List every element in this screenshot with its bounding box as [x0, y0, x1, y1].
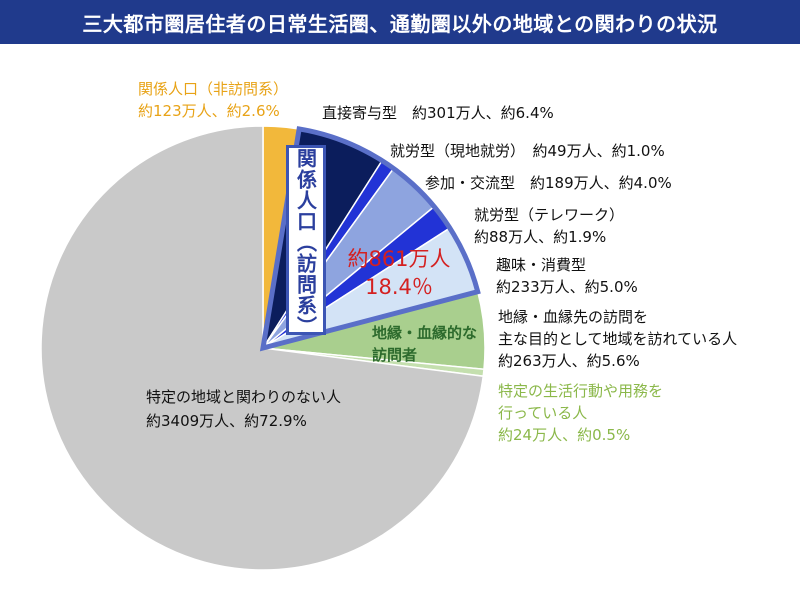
visitor-group-label: 関係人口（訪問系）	[293, 148, 318, 337]
label-kin-3: 約263万人、約5.6%	[498, 352, 640, 370]
visitor-group-label-box: 関係人口（訪問系）	[286, 145, 326, 337]
label-nonvisit-2: 約123万人、約2.6%	[138, 102, 280, 120]
label-hobby-1: 趣味・消費型	[496, 256, 587, 274]
label-kin-2: 主な目的として地域を訪れている人	[498, 330, 738, 348]
label-none-2: 約3409万人、約72.9%	[146, 412, 307, 430]
label-telework-1: 就労型（テレワーク）	[474, 206, 625, 224]
label-none-1: 特定の地域と関わりのない人	[146, 388, 342, 406]
label-errand-3: 約24万人、約0.5%	[498, 426, 631, 444]
visitor-group-percent: 18.4％	[365, 275, 433, 299]
label-kin-1: 地縁・血縁先の訪問を	[498, 308, 649, 326]
visitor-group-total: 約861万人	[347, 247, 451, 271]
kinship-group-label-1: 地縁・血縁的な	[372, 324, 478, 342]
label-hobby-2: 約233万人、約5.0%	[496, 278, 638, 296]
label-errand-1: 特定の生活行動や用務を	[498, 382, 664, 400]
label-work-local: 就労型（現地就労） 約49万人、約1.0%	[390, 142, 665, 160]
label-participation: 参加・交流型 約189万人、約4.0%	[425, 174, 672, 192]
label-nonvisit-1: 関係人口（非訪問系）	[138, 80, 289, 98]
label-direct: 直接寄与型 約301万人、約6.4%	[322, 104, 554, 122]
kinship-group-label-2: 訪問者	[372, 346, 418, 364]
chart-title: 三大都市圏居住者の日常生活圏、通勤圏以外の地域との関わりの状況	[0, 0, 800, 44]
visitor-group-outline	[259, 126, 481, 352]
label-telework-2: 約88万人、約1.9%	[474, 228, 607, 246]
label-errand-2: 行っている人	[498, 404, 588, 422]
